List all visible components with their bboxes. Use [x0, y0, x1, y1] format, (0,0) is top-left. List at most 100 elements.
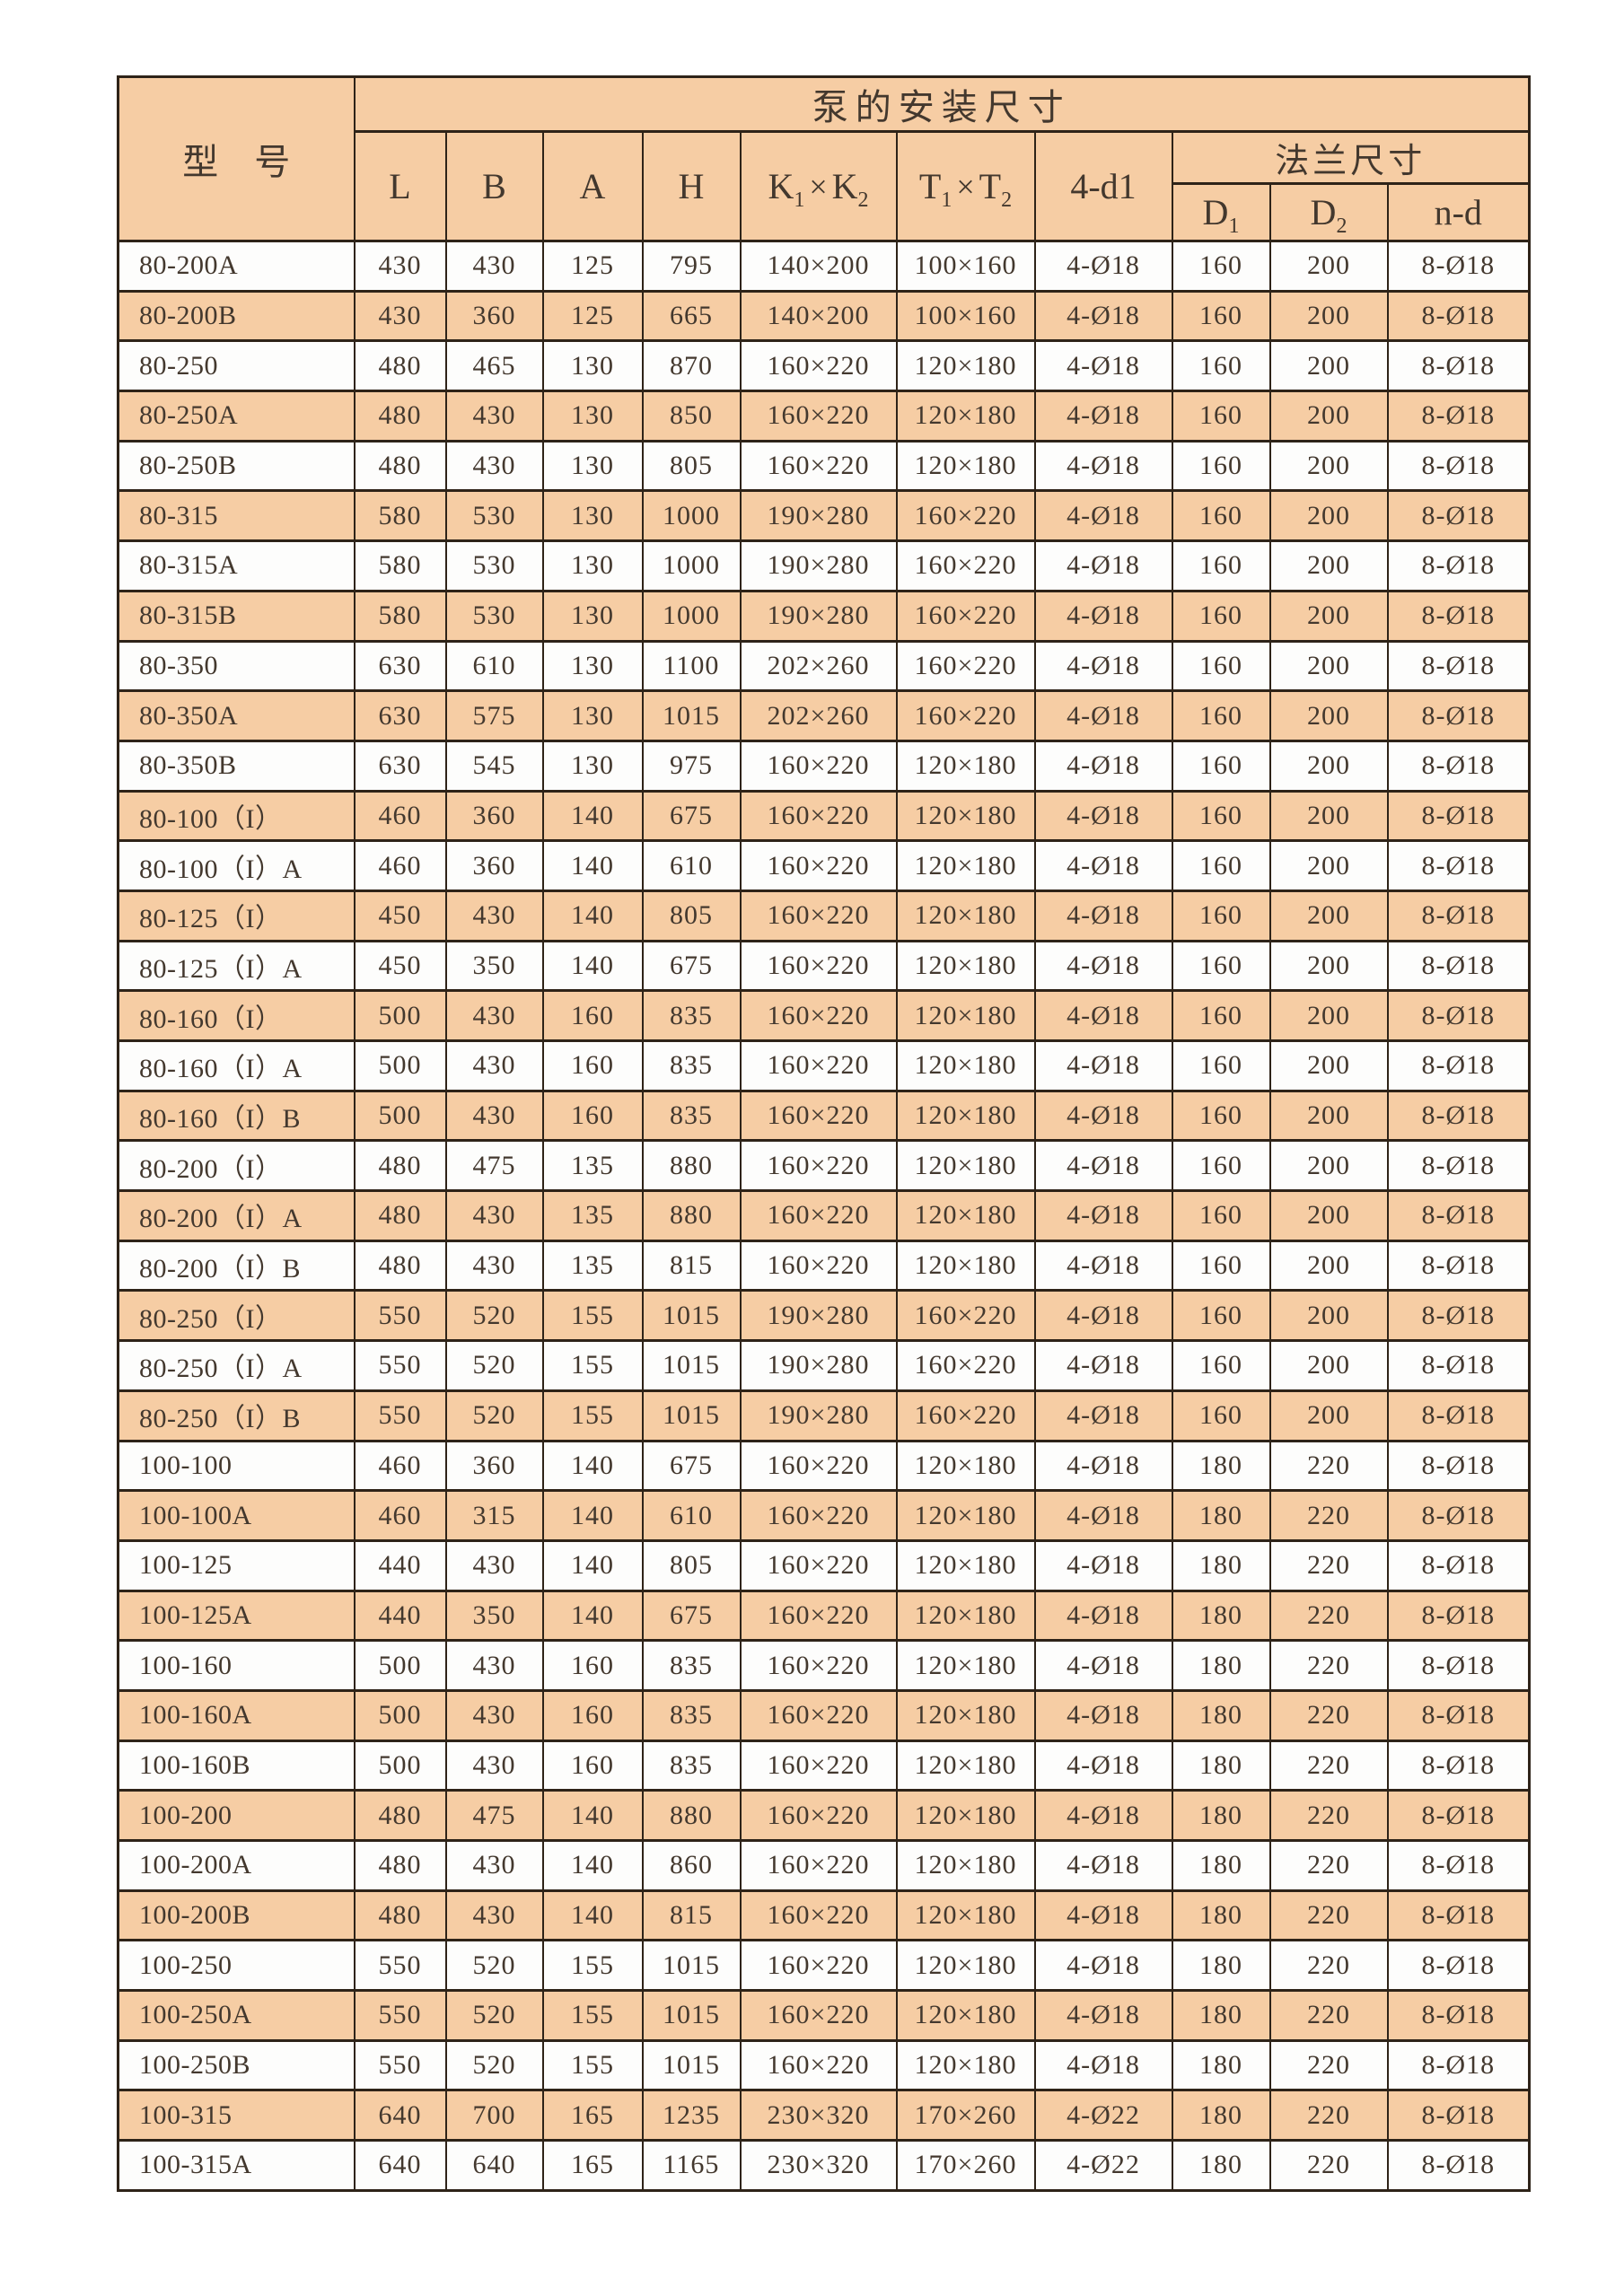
h-cell: 610 — [641, 839, 742, 892]
h-cell: 880 — [641, 1189, 742, 1242]
k1-base: K — [768, 166, 794, 206]
model-cell: 80-200（I）B — [117, 1239, 356, 1293]
t1t2-cell: 160×220 — [895, 489, 1036, 543]
table-row: 80-160（I）B 500 430 160 835 160×220 120×180 4-Ø1… — [117, 1089, 1531, 1143]
table-row: 100-200B 480 430 140 815 160×220 120×180 4-Ø18 1… — [117, 1889, 1531, 1942]
b-cell: 640 — [444, 2139, 544, 2192]
4d1-cell: 4-Ø18 — [1033, 1989, 1173, 2042]
table-row: 80-160（I）A 500 430 160 835 160×220 120×180 4-Ø1… — [117, 1039, 1531, 1092]
b-cell: 430 — [444, 439, 544, 493]
d2-cell: 200 — [1268, 1089, 1389, 1143]
model-cell: 80-200（I）A — [117, 1189, 356, 1242]
model-cell: 80-250B — [117, 439, 356, 493]
table-row: 100-250A 550 520 155 1015 160×220 120×180 4-Ø18… — [117, 1989, 1531, 2042]
a-cell: 140 — [541, 1789, 644, 1842]
model-cell: 80-250 — [117, 339, 356, 393]
k1k2-cell: 160×220 — [739, 1489, 898, 1542]
model-cell: 80-315A — [117, 539, 356, 592]
l-cell: 500 — [353, 1688, 447, 1742]
4d1-cell: 4-Ø18 — [1033, 289, 1173, 343]
nd-cell: 8-Ø18 — [1386, 639, 1531, 693]
l-cell: 440 — [353, 1538, 447, 1592]
a-cell: 155 — [541, 2038, 644, 2092]
nd-cell: 8-Ø18 — [1386, 739, 1531, 793]
model-cell: 80-160（I）A — [117, 1039, 356, 1092]
d2-cell: 200 — [1268, 839, 1389, 892]
t1t2-cell: 120×180 — [895, 1439, 1036, 1493]
4d1-cell: 4-Ø18 — [1033, 839, 1173, 892]
nd-cell: 8-Ø18 — [1386, 339, 1531, 393]
h-cell: 1015 — [641, 2038, 742, 2092]
model-cell: 80-250（I）B — [117, 1389, 356, 1442]
b-cell: 475 — [444, 1789, 544, 1842]
d2-cell: 200 — [1268, 789, 1389, 843]
t1t2-cell: 120×180 — [895, 339, 1036, 393]
b-cell: 350 — [444, 1589, 544, 1643]
b-cell: 700 — [444, 2089, 544, 2143]
h-cell: 835 — [641, 1688, 742, 1742]
4d1-cell: 4-Ø18 — [1033, 2038, 1173, 2092]
model-cell: 80-200（I） — [117, 1139, 356, 1193]
model-cell: 100-315 — [117, 2089, 356, 2143]
a-cell: 135 — [541, 1239, 644, 1293]
nd-cell: 8-Ø18 — [1386, 2139, 1531, 2192]
a-cell: 130 — [541, 589, 644, 643]
l-cell: 480 — [353, 1789, 447, 1842]
model-cell: 100-100A — [117, 1489, 356, 1542]
nd-cell: 8-Ø18 — [1386, 289, 1531, 343]
model-cell: 80-315 — [117, 489, 356, 543]
t1t2-cell: 170×260 — [895, 2139, 1036, 2192]
k1k2-cell: 140×200 — [739, 240, 898, 293]
h-cell: 675 — [641, 1589, 742, 1643]
l-cell: 430 — [353, 240, 447, 293]
table-row: 80-125（I）A 450 350 140 675 160×220 120×180 4-Ø1… — [117, 939, 1531, 993]
l-cell: 580 — [353, 489, 447, 543]
t1t2-cell: 120×180 — [895, 439, 1036, 493]
nd-cell: 8-Ø18 — [1386, 2089, 1531, 2143]
a-cell: 155 — [541, 1289, 644, 1343]
nd-cell: 8-Ø18 — [1386, 1538, 1531, 1592]
model-cell: 100-100 — [117, 1439, 356, 1493]
h-cell: 675 — [641, 789, 742, 843]
b-cell: 520 — [444, 1389, 544, 1442]
header-col-d1: D1 — [1171, 182, 1271, 242]
b-cell: 430 — [444, 1089, 544, 1143]
header-col-t1t2: T1 × T2 — [895, 130, 1036, 242]
b-cell: 520 — [444, 2038, 544, 2092]
t1t2-cell: 160×220 — [895, 589, 1036, 643]
a-cell: 140 — [541, 1839, 644, 1892]
k1k2-cell: 160×220 — [739, 2038, 898, 2092]
4d1-cell: 4-Ø18 — [1033, 439, 1173, 493]
d1-cell: 160 — [1171, 1139, 1271, 1193]
k1k2-cell: 160×220 — [739, 1839, 898, 1892]
table-row: 100-250B 550 520 155 1015 160×220 120×180 4-Ø18… — [117, 2038, 1531, 2092]
k1-sub: 1 — [794, 188, 805, 212]
4d1-cell: 4-Ø18 — [1033, 1639, 1173, 1692]
table-row: 100-200 480 475 140 880 160×220 120×180 4-Ø18 18… — [117, 1789, 1531, 1842]
d2-cell: 200 — [1268, 390, 1389, 443]
a-cell: 165 — [541, 2089, 644, 2143]
k2-base: K — [831, 166, 858, 206]
l-cell: 480 — [353, 439, 447, 493]
l-cell: 640 — [353, 2139, 447, 2192]
k1k2-cell: 160×220 — [739, 1538, 898, 1592]
nd-cell: 8-Ø18 — [1386, 1089, 1531, 1143]
k1k2-cell: 160×220 — [739, 1789, 898, 1842]
l-cell: 460 — [353, 1489, 447, 1542]
l-cell: 550 — [353, 1289, 447, 1343]
h-cell: 1015 — [641, 689, 742, 742]
t1t2-cell: 120×180 — [895, 989, 1036, 1042]
k1k2-cell: 230×320 — [739, 2139, 898, 2192]
nd-cell: 8-Ø18 — [1386, 1589, 1531, 1643]
model-cell: 80-160（I） — [117, 989, 356, 1042]
a-cell: 140 — [541, 889, 644, 942]
d1-cell: 180 — [1171, 1439, 1271, 1493]
l-cell: 460 — [353, 1439, 447, 1493]
nd-cell: 8-Ø18 — [1386, 1339, 1531, 1392]
table-row: 80-200（I）A 480 430 135 880 160×220 120×180 4-Ø1… — [117, 1189, 1531, 1242]
l-cell: 460 — [353, 789, 447, 843]
model-cell: 80-200B — [117, 289, 356, 343]
t1t2-cell: 120×180 — [895, 1139, 1036, 1193]
d1-cell: 160 — [1171, 1089, 1271, 1143]
